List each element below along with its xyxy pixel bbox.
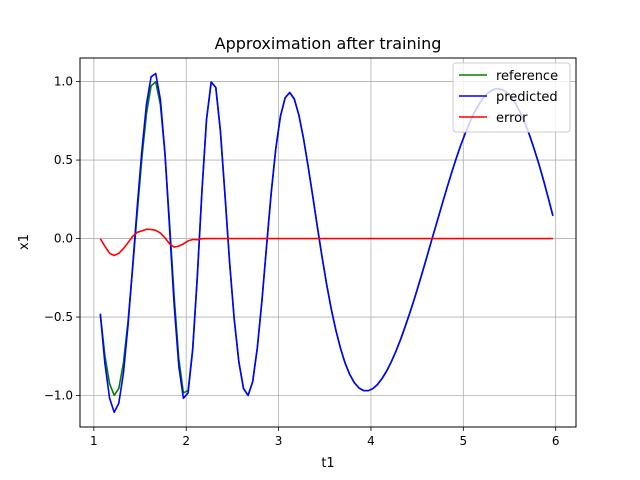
series-line-error — [99, 228, 553, 257]
y-tick-label: 0.0 — [54, 232, 73, 246]
legend-label-predicted: predicted — [496, 90, 558, 105]
y-axis-label: x1 — [17, 234, 32, 250]
y-tick-label: 0.5 — [54, 153, 73, 167]
x-tick-label: 2 — [182, 434, 190, 448]
x-tick-label: 1 — [90, 434, 98, 448]
x-tick-label: 5 — [459, 434, 467, 448]
legend: reference predicted error — [452, 62, 571, 133]
y-tick-label: −1.0 — [44, 389, 73, 403]
x-tick-label: 6 — [552, 434, 560, 448]
x-axis-label: t1 — [321, 456, 334, 471]
legend-label-reference: reference — [496, 69, 558, 84]
legend-label-error: error — [496, 111, 528, 126]
y-tick-label: 1.0 — [54, 75, 73, 89]
axis-ticks: 1 2 3 4 5 6 −1.0 −0.5 0.0 0.5 1.0 — [44, 75, 560, 448]
plot-frame — [79, 57, 577, 428]
x-tick-label: 4 — [367, 434, 375, 448]
chart-title: Approximation after training — [215, 34, 442, 53]
legend-box — [452, 62, 571, 133]
y-tick-label: −0.5 — [44, 310, 73, 324]
x-tick-label: 3 — [275, 434, 283, 448]
